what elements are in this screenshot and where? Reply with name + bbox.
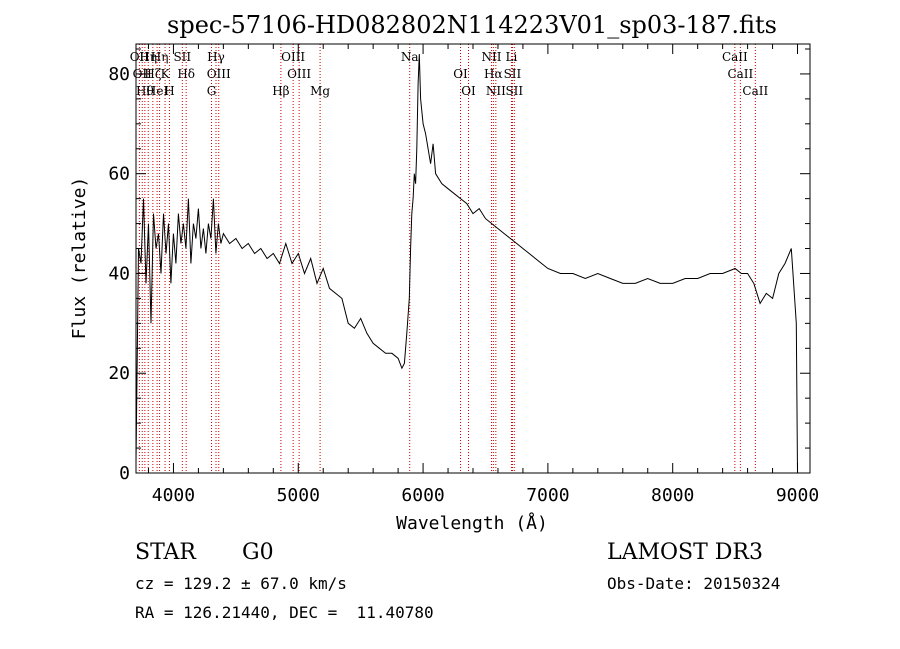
marker-label: NII: [486, 84, 506, 98]
object-class: STAR: [135, 540, 196, 565]
y-tick-label: 60: [108, 164, 130, 185]
marker-label: CaII: [722, 50, 748, 64]
line-labels: OIIOIIHθHηHζHeIHηKHSIIHδGHγOIIIHβOIIIOII…: [130, 50, 769, 98]
x-tick-label: 7000: [526, 485, 569, 506]
marker-label: Mg: [310, 84, 330, 98]
x-tick-label: 6000: [401, 485, 444, 506]
marker-label: Hζ: [144, 67, 161, 81]
x-axis-label: Wavelength (Å): [396, 512, 548, 534]
line-markers: [138, 44, 756, 473]
marker-label: NII: [481, 50, 501, 64]
x-tick-label: 8000: [651, 485, 694, 506]
marker-label: G: [207, 84, 217, 98]
y-axis: 0 20 40 60 80: [108, 48, 810, 484]
plot-frame: [135, 43, 811, 474]
x-tick-label: 4000: [152, 485, 195, 506]
observation-date: Obs-Date: 20150324: [607, 574, 781, 593]
coordinates: RA = 126.21440, DEC = 11.40780: [135, 603, 434, 622]
marker-label: Hη: [139, 50, 157, 64]
y-tick-label: 40: [108, 263, 130, 284]
survey-name: LAMOST DR3: [607, 540, 763, 565]
object-subclass: G0: [242, 540, 274, 565]
marker-label: SII: [505, 84, 523, 98]
y-tick-label: 20: [108, 363, 130, 384]
marker-label: H: [164, 84, 174, 98]
y-tick-label: 0: [119, 463, 130, 484]
x-tick-label: 9000: [776, 485, 819, 506]
spectrum-line: [135, 53, 798, 474]
marker-label: Hβ: [272, 84, 289, 98]
marker-label: CaII: [742, 84, 768, 98]
marker-label: OIII: [207, 67, 231, 81]
marker-label: CaII: [727, 67, 753, 81]
marker-label: SII: [173, 50, 191, 64]
marker-label: OI: [461, 84, 476, 98]
marker-label: Na: [401, 50, 419, 64]
marker-label: OII: [130, 50, 150, 64]
marker-label: OIII: [281, 50, 305, 64]
y-tick-label: 80: [108, 64, 130, 85]
marker-label: OIII: [287, 67, 311, 81]
x-axis: 4000 5000 6000 7000 8000 9000: [147, 44, 819, 506]
y-axis-label: Flux (relative): [69, 177, 90, 340]
marker-label: OI: [453, 67, 468, 81]
marker-label: Hδ: [177, 67, 195, 81]
marker-label: HeI: [146, 84, 169, 98]
marker-label: Hθ: [136, 84, 154, 98]
marker-label: SII: [504, 67, 522, 81]
marker-label: Li: [506, 50, 518, 64]
marker-label: Hα: [484, 67, 503, 81]
x-tick-label: 5000: [277, 485, 320, 506]
redshift-velocity: cz = 129.2 ± 67.0 km/s: [135, 574, 347, 593]
marker-label: Hγ: [207, 50, 225, 64]
marker-label: Hη: [151, 50, 169, 64]
marker-label: K: [161, 67, 171, 81]
chart-title: spec-57106-HD082802N114223V01_sp03-187.f…: [167, 11, 777, 39]
